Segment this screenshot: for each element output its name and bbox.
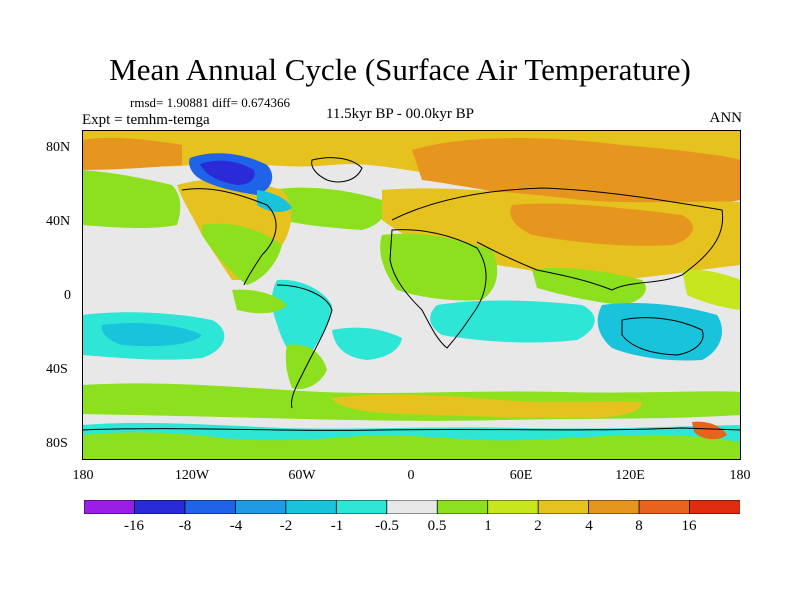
eurasia-orange-core: [510, 203, 693, 246]
tropical-pacific-cool-core: [101, 323, 202, 347]
lat-tick-80n: 80N: [46, 140, 71, 155]
north-africa-green: [380, 233, 498, 301]
colorbar-swatch: [184, 500, 237, 514]
north-atlantic-green: [272, 187, 386, 230]
coastline-greenland: [311, 157, 363, 183]
central-pacific-green: [232, 289, 287, 314]
north-america-green: [202, 223, 282, 285]
arctic-orange-west: [82, 137, 182, 170]
colorbar-label: -0.5: [375, 518, 399, 534]
temperature-difference-map: [82, 130, 741, 460]
lat-tick-0: 0: [64, 288, 71, 303]
colorbar-swatch: [335, 500, 388, 514]
colorbar-label: 1: [484, 518, 492, 534]
colorbar-swatch: [537, 500, 590, 514]
southern-ocean-warm: [332, 394, 642, 418]
coastline-australia: [621, 317, 704, 356]
colorbar-label: 16: [681, 518, 697, 534]
coastline-eurasia: [391, 187, 724, 291]
laurentide-edge: [257, 190, 292, 212]
colorbar-swatch: [588, 500, 640, 514]
colorbar-swatch: [436, 500, 489, 514]
lon-tick-60e: 60E: [509, 468, 533, 483]
colorbar-swatch: [638, 500, 691, 514]
lon-tick-60w: 60W: [288, 468, 316, 483]
west-pacific-green: [682, 269, 741, 310]
lat-tick-40n: 40N: [46, 214, 71, 229]
coastline-north-america: [181, 188, 277, 286]
coastline-south-america: [276, 284, 333, 409]
colorbar-label: -1: [330, 518, 344, 534]
lat-tick-40s: 40S: [46, 362, 68, 377]
colorbar-swatch: [134, 500, 186, 514]
colorbar-swatch: [84, 500, 136, 514]
indian-ocean-cool: [430, 300, 595, 343]
colorbar-label: -8: [178, 518, 192, 534]
season-label: ANN: [709, 110, 743, 126]
south-america-cool: [271, 279, 332, 365]
lon-tick-180-west: 180: [72, 468, 94, 483]
colorbar-label: 4: [585, 518, 593, 534]
colorbar: [84, 500, 740, 514]
colorbar-label: 2: [534, 518, 542, 534]
colorbar-swatch: [285, 500, 338, 514]
colorbar-label: 8: [635, 518, 643, 534]
north-pacific-green: [82, 170, 181, 229]
siberia-hot-zone: [412, 138, 741, 206]
colorbar-label: -16: [124, 518, 144, 534]
map-title: Mean Annual Cycle (Surface Air Temperatu…: [109, 52, 691, 87]
colorbar-label: -4: [229, 518, 243, 534]
period-label: 11.5kyr BP - 00.0kyr BP: [325, 106, 475, 122]
laurentide-deep-cold: [200, 160, 255, 185]
coastline-africa: [389, 229, 487, 349]
lon-tick-180-east: 180: [729, 468, 751, 483]
lon-tick-120w: 120W: [174, 468, 210, 483]
lon-tick-0: 0: [407, 468, 415, 483]
rmsd-diff-stats: rmsd= 1.90881 diff= 0.674366: [130, 95, 290, 110]
south-atlantic-cool: [332, 327, 402, 360]
south-asia-green: [532, 268, 646, 305]
colorbar-swatch: [234, 500, 287, 514]
colorbar-swatch: [487, 500, 539, 514]
experiment-label: Expt = temhm-temga: [82, 112, 210, 128]
colorbar-swatch: [386, 500, 438, 514]
coastline-antarctica: [82, 427, 741, 431]
colorbar-label: 0.5: [427, 518, 447, 534]
lat-tick-80s: 80S: [46, 436, 68, 451]
colorbar-swatch: [689, 500, 740, 514]
australia-cool: [597, 303, 722, 361]
antarctic-warm: [82, 432, 741, 460]
colorbar-label: -2: [279, 518, 293, 534]
map-frame: [82, 130, 741, 460]
antarctic-orange-patch: [692, 421, 727, 440]
lon-tick-120e: 120E: [615, 468, 645, 483]
